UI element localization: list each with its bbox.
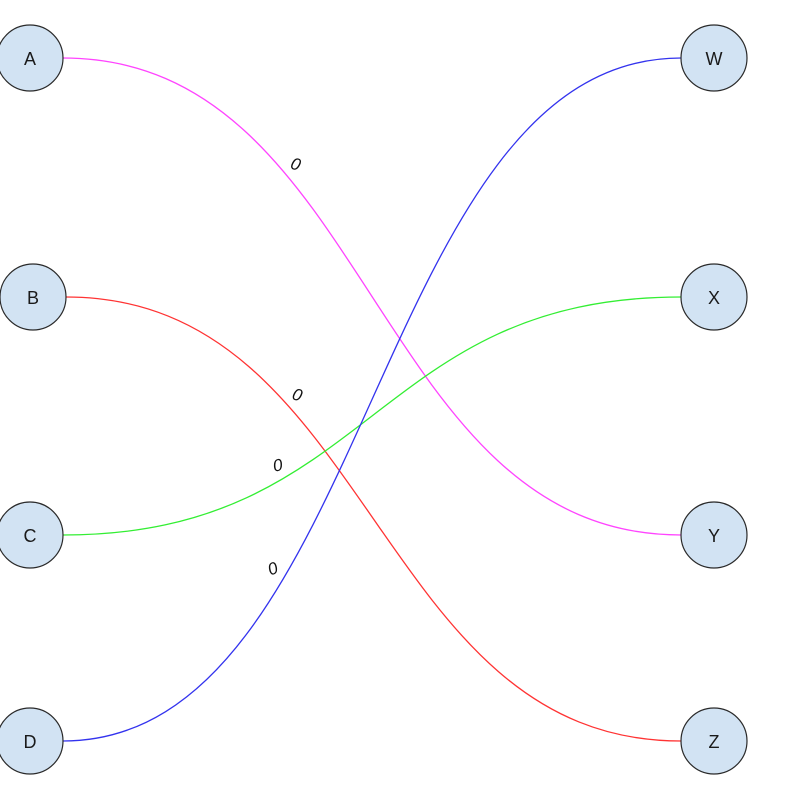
node-circle bbox=[0, 501, 64, 569]
edge-label-d-w: 0 bbox=[265, 558, 281, 579]
node-w[interactable]: W bbox=[680, 24, 748, 92]
edge-d-w bbox=[62, 57, 682, 742]
nodes-layer: A B C D W X Y Z bbox=[0, 24, 748, 775]
node-x[interactable]: X bbox=[680, 263, 748, 331]
edge-labels-layer: 0 0 0 0 bbox=[265, 154, 305, 580]
node-y[interactable]: Y bbox=[680, 501, 748, 569]
node-label: Z bbox=[709, 732, 720, 752]
node-c[interactable]: C bbox=[0, 501, 64, 569]
node-label: X bbox=[708, 288, 720, 308]
node-circle bbox=[0, 263, 67, 331]
node-d[interactable]: D bbox=[0, 707, 64, 775]
node-circle bbox=[0, 707, 64, 775]
node-label: C bbox=[24, 526, 37, 546]
node-label: D bbox=[24, 732, 37, 752]
edge-a-y bbox=[62, 57, 682, 536]
node-label: Y bbox=[708, 526, 720, 546]
node-a[interactable]: A bbox=[0, 24, 64, 92]
node-circle bbox=[680, 24, 748, 92]
edge-label-b-z: 0 bbox=[290, 384, 305, 405]
node-b[interactable]: B bbox=[0, 263, 67, 331]
node-circle bbox=[0, 24, 64, 92]
edges-layer bbox=[62, 57, 682, 742]
node-circle bbox=[680, 707, 748, 775]
node-label: W bbox=[706, 49, 723, 69]
node-circle bbox=[680, 501, 748, 569]
node-label: B bbox=[27, 288, 39, 308]
edge-label-a-y: 0 bbox=[288, 154, 303, 175]
edge-c-x bbox=[62, 296, 682, 536]
node-circle bbox=[680, 263, 748, 331]
edge-b-z bbox=[65, 296, 682, 742]
node-z[interactable]: Z bbox=[680, 707, 748, 775]
edge-label-c-x: 0 bbox=[271, 455, 284, 476]
node-label: A bbox=[24, 49, 36, 69]
